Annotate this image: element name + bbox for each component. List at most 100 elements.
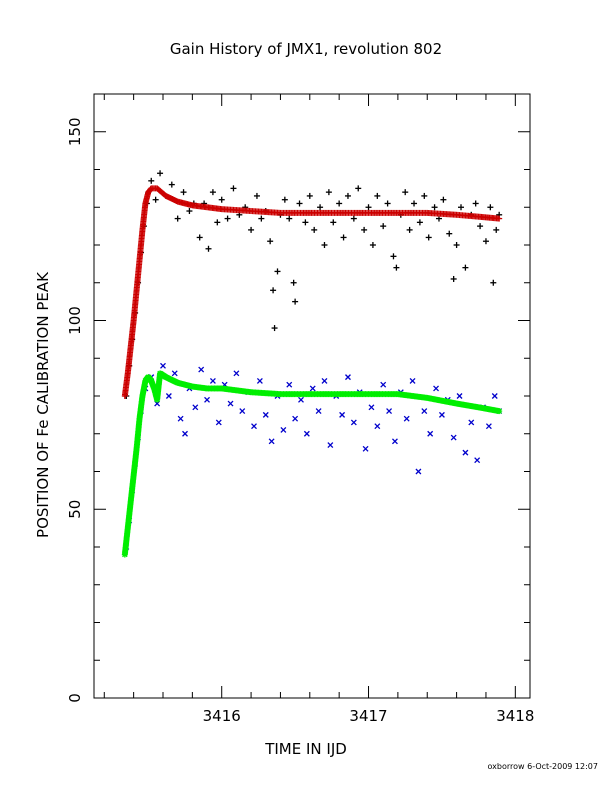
y-tick-label: 100 — [66, 306, 84, 335]
black-plus-point — [205, 245, 212, 252]
blue-cross-point — [233, 370, 240, 377]
black-plus-point — [218, 196, 225, 203]
black-plus-point — [248, 226, 255, 233]
blue-cross-point — [391, 438, 398, 445]
blue-cross-point — [421, 408, 428, 415]
blue-cross-point — [309, 385, 316, 392]
black-plus-point — [152, 196, 159, 203]
black-plus-point — [271, 325, 278, 332]
black-plus-point — [296, 200, 303, 207]
blue-cross-point — [215, 419, 222, 426]
blue-cross-point — [485, 423, 492, 430]
blue-cross-point — [474, 457, 481, 464]
blue-cross-point — [450, 434, 457, 441]
black-plus-point — [487, 204, 494, 211]
black-plus-point — [321, 242, 328, 248]
black-plus-point — [384, 200, 391, 207]
black-plus-point — [431, 204, 438, 211]
blue-cross-point — [380, 381, 387, 388]
blue-cross-point — [374, 423, 381, 430]
black-plus-point — [209, 189, 216, 196]
blue-cross-point — [438, 411, 445, 418]
blue-cross-point — [327, 442, 334, 449]
blue-cross-point — [433, 385, 440, 392]
black-plus-point — [411, 200, 418, 207]
blue-cross-point — [362, 445, 369, 452]
blue-cross-point — [368, 404, 375, 411]
red-fit-point — [496, 215, 503, 222]
x-tick-label: 3418 — [496, 707, 534, 725]
blue-cross-point — [350, 419, 357, 426]
black-plus-point — [168, 181, 175, 188]
data-points — [121, 170, 503, 558]
black-plus-point — [258, 215, 265, 222]
black-plus-point — [406, 226, 413, 233]
black-plus-point — [458, 204, 465, 211]
black-plus-point — [365, 204, 372, 211]
blue-cross-point — [462, 449, 469, 456]
black-plus-point — [350, 215, 357, 222]
black-plus-point — [369, 242, 376, 248]
blue-cross-point — [386, 408, 393, 415]
blue-cross-point — [192, 404, 199, 411]
black-plus-point — [306, 192, 313, 199]
black-plus-point — [450, 275, 457, 282]
blue-cross-point — [321, 377, 328, 384]
blue-cross-point — [262, 411, 269, 418]
black-plus-point — [472, 200, 479, 207]
black-plus-point — [274, 268, 281, 275]
black-plus-point — [214, 219, 221, 226]
black-plus-point — [157, 170, 164, 177]
black-plus-point — [402, 189, 409, 196]
black-plus-point — [355, 185, 362, 192]
black-plus-point — [267, 238, 274, 245]
blue-cross-point — [177, 415, 184, 422]
footer-credit: oxborrow 6-Oct-2009 12:07 — [488, 762, 598, 771]
black-plus-point — [330, 219, 337, 226]
black-plus-point — [286, 215, 293, 222]
black-plus-point — [390, 253, 397, 260]
black-plus-point — [148, 177, 155, 184]
black-plus-point — [462, 264, 469, 271]
black-plus-point — [317, 204, 324, 211]
blue-cross-point — [491, 393, 498, 399]
x-axis-label: TIME IN IJD — [264, 740, 347, 758]
black-plus-point — [421, 192, 428, 199]
black-plus-point — [440, 196, 447, 203]
black-plus-point — [416, 219, 423, 226]
black-plus-point — [224, 215, 231, 222]
blue-cross-point — [315, 408, 322, 415]
chart-title: Gain History of JMX1, revolution 802 — [170, 40, 442, 58]
blue-cross-point — [280, 427, 287, 433]
y-axis: 0 50 100 150 — [66, 117, 530, 703]
black-plus-point — [493, 226, 500, 233]
x-tick-label: 3417 — [349, 707, 387, 725]
black-plus-point — [270, 287, 277, 294]
blue-cross-point — [427, 430, 434, 437]
black-plus-point — [253, 192, 260, 199]
blue-cross-point — [303, 430, 310, 437]
blue-cross-point — [239, 408, 246, 415]
black-plus-point — [281, 196, 288, 203]
black-plus-point — [311, 226, 318, 233]
y-axis-label: POSITION OF Fe CALIBRATION PEAK — [34, 271, 52, 538]
blue-cross-point — [227, 400, 234, 407]
blue-cross-point — [415, 468, 422, 475]
blue-cross-point — [292, 415, 299, 422]
blue-cross-point — [298, 396, 304, 403]
black-plus-point — [374, 192, 381, 199]
black-plus-point — [340, 234, 347, 241]
blue-cross-point — [286, 381, 293, 388]
black-plus-point — [196, 234, 203, 241]
blue-cross-point — [251, 423, 257, 430]
black-plus-point — [230, 185, 237, 192]
blue-cross-point — [165, 393, 172, 399]
black-plus-point — [446, 230, 453, 237]
black-plus-point — [490, 279, 497, 286]
black-plus-point — [186, 208, 193, 215]
blue-cross-point — [403, 415, 410, 422]
black-plus-point — [482, 238, 489, 245]
x-axis: 3416 3417 3418 — [103, 94, 534, 725]
y-tick-label: 0 — [66, 693, 84, 703]
